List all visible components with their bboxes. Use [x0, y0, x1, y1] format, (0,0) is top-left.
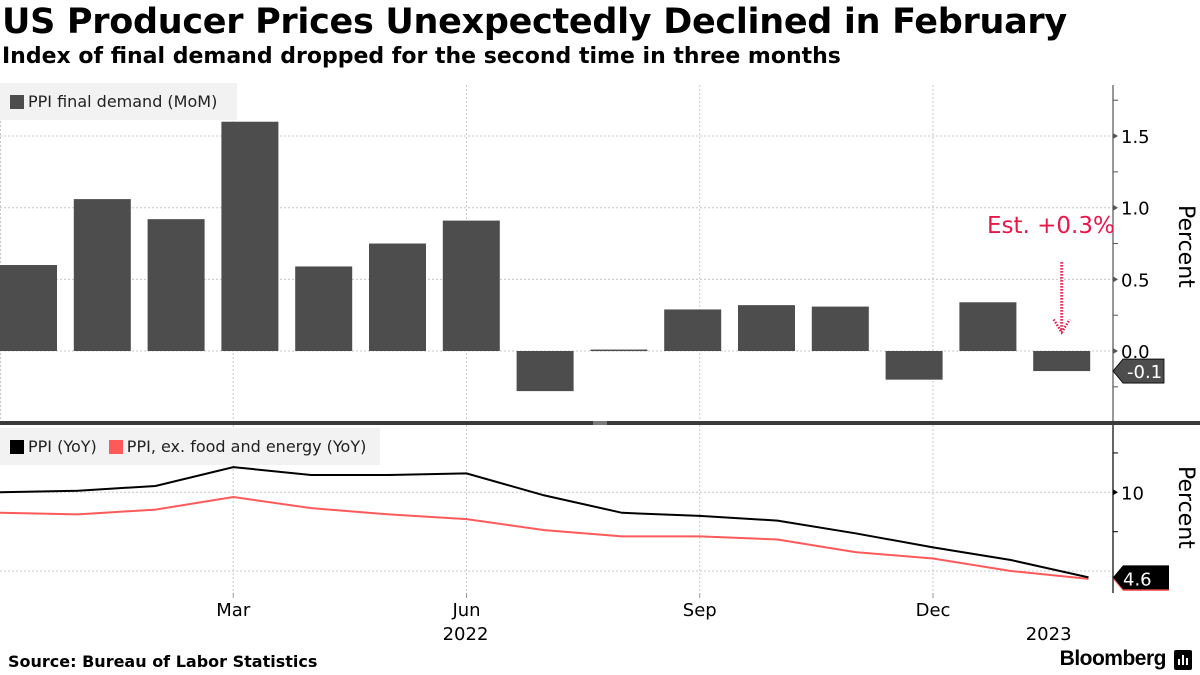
legend-swatch-ppi-yoy — [10, 439, 24, 454]
y-tick-label-top: 0.0 — [1121, 342, 1150, 363]
legend-label-ppi-yoy: PPI (YoY) — [28, 437, 97, 456]
bloomberg-logo: Bloomberg — [1059, 647, 1167, 670]
bar-aug-2022 — [590, 349, 648, 352]
y-tick-arrow-top — [1113, 276, 1118, 283]
bar-dec-2021 — [0, 265, 57, 351]
x-tick-label-dec: Dec — [916, 600, 951, 621]
y-tick-label-top: 1.0 — [1121, 199, 1150, 220]
y-tick-arrow-top — [1113, 133, 1118, 140]
last-value-label-top: -0.1 — [1127, 362, 1162, 383]
panel-separator — [0, 421, 1200, 425]
bar-jun-2022 — [442, 220, 500, 351]
bar-apr-2022 — [295, 266, 353, 351]
y-tick-label-top: 0.5 — [1121, 270, 1150, 291]
x-year-label-2023: 2023 — [1026, 624, 1072, 645]
legend-item-ppi-mom: PPI final demand (MoM) — [10, 92, 217, 111]
bar-jan-2022 — [73, 199, 131, 351]
chart-title: US Producer Prices Unexpectedly Declined… — [2, 2, 1067, 42]
y-tick-arrow-top — [1113, 204, 1118, 211]
legend-swatch-ppi-core-yoy — [108, 439, 123, 454]
y-tick-label-top: 1.5 — [1121, 127, 1150, 148]
x-tick-label-mar: Mar — [216, 600, 251, 621]
legend-label-ppi-mom: PPI final demand (MoM) — [28, 92, 218, 111]
legend-bottom: PPI (YoY) PPI, ex. food and energy (YoY) — [0, 428, 381, 465]
top-y-axis-label: Percent — [1173, 205, 1198, 288]
bar-series-ppi-mom — [0, 121, 1091, 392]
bar-nov-2022 — [811, 306, 869, 351]
legend-top: PPI final demand (MoM) — [0, 83, 238, 120]
bar-sep-2022 — [664, 309, 722, 351]
bar-feb-2023 — [1033, 351, 1091, 372]
line-ppi-core-yoy — [0, 495, 1089, 580]
panel-resize-handle-icon[interactable] — [593, 421, 607, 425]
line-ppi-yoy — [0, 466, 1089, 579]
line-series-group — [0, 466, 1089, 580]
x-year-label-2022: 2022 — [443, 624, 489, 645]
bloomberg-chart-icon — [1174, 650, 1192, 670]
legend-swatch-ppi-mom — [10, 94, 24, 109]
source-note: Source: Bureau of Labor Statistics — [8, 652, 318, 671]
y-tick-arrow-top — [1113, 348, 1118, 354]
x-tick-label-sep: Sep — [683, 600, 717, 621]
last-value-tag-top — [1112, 358, 1165, 384]
last-value-label-bottom: 4.6 — [1123, 569, 1152, 590]
axis-labels: Mar Jun Sep Dec 2022 2023 0.0 0.5 1.0 1.5 -0.1 10 4.… — [216, 127, 1162, 645]
legend-item-ppi-core-yoy: PPI, ex. food and energy (YoY) — [108, 437, 367, 456]
bar-jan-2023 — [959, 302, 1017, 351]
estimate-arrow-icon — [1052, 262, 1071, 335]
legend-item-ppi-yoy: PPI (YoY) — [10, 437, 97, 456]
y-tick-label-bottom: 10 — [1121, 483, 1144, 504]
legend-label-ppi-core-yoy: PPI, ex. food and energy (YoY) — [126, 437, 367, 456]
last-value-tag-ppi — [1113, 565, 1169, 590]
bar-feb-2022 — [147, 219, 205, 351]
bar-dec-2022 — [885, 351, 943, 380]
bar-mar-2022 — [221, 121, 279, 351]
bar-oct-2022 — [738, 305, 795, 351]
bottom-y-axis-label: Percent — [1173, 466, 1198, 549]
bar-may-2022 — [369, 243, 426, 351]
bar-jul-2022 — [516, 351, 574, 392]
chart-subtitle: Index of final demand dropped for the se… — [2, 44, 841, 69]
estimate-annotation: Est. +0.3% — [987, 213, 1115, 239]
y-tick-arrow-bottom — [1113, 489, 1118, 496]
axes — [0, 85, 1200, 598]
x-tick-label-jun: Jun — [451, 600, 480, 621]
estimate-arrow-head — [1052, 318, 1071, 335]
